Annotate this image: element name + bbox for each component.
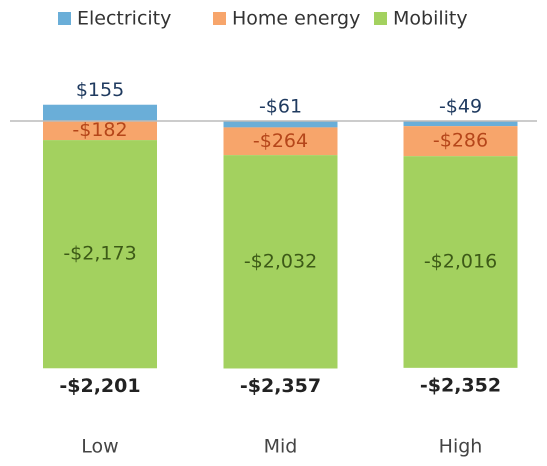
value-label: -$264 [253, 130, 308, 152]
bar-segment [43, 140, 157, 369]
bar-segment [403, 156, 518, 368]
value-label: $155 [76, 79, 124, 101]
value-label: -$182 [72, 119, 127, 141]
value-label: -$2,016 [424, 251, 497, 273]
bar-segment [403, 126, 518, 157]
bar-segment [43, 104, 157, 121]
total-label: -$2,357 [240, 375, 321, 397]
legend-swatch [213, 12, 226, 25]
value-label: -$2,032 [244, 250, 317, 272]
x-tick-label: Mid [264, 436, 298, 458]
bar-segment [43, 121, 157, 141]
x-tick-label: High [439, 436, 483, 458]
value-label: -$286 [433, 130, 488, 152]
legend-label: Electricity [77, 8, 171, 30]
bar-segment [223, 127, 338, 156]
legend-label: Mobility [393, 8, 468, 30]
value-label: -$49 [439, 96, 482, 118]
legend-swatch [374, 12, 387, 25]
bar-segment [223, 155, 338, 369]
value-label: -$2,173 [63, 243, 136, 265]
x-tick-label: Low [81, 436, 118, 458]
bar-segment [223, 121, 338, 128]
total-label: -$2,201 [59, 375, 140, 397]
bar-segment [403, 121, 518, 127]
total-label: -$2,352 [420, 374, 501, 396]
legend-label: Home energy [232, 8, 360, 30]
value-label: -$61 [259, 96, 302, 118]
legend-swatch [58, 12, 71, 25]
